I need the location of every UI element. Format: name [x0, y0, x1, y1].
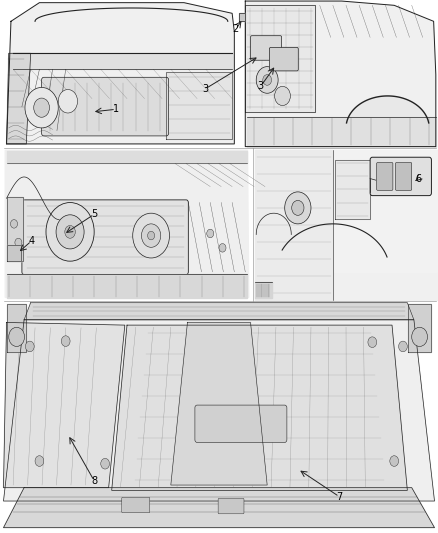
Circle shape	[101, 458, 110, 469]
Polygon shape	[255, 150, 437, 300]
Polygon shape	[5, 150, 249, 297]
Circle shape	[46, 203, 94, 261]
Polygon shape	[4, 150, 251, 300]
Circle shape	[285, 192, 311, 224]
Circle shape	[11, 220, 18, 228]
Circle shape	[256, 67, 278, 93]
Circle shape	[141, 224, 161, 247]
Polygon shape	[7, 274, 247, 298]
Text: 3: 3	[202, 84, 208, 94]
Polygon shape	[247, 117, 436, 147]
Circle shape	[15, 238, 22, 247]
FancyBboxPatch shape	[370, 157, 431, 196]
Polygon shape	[7, 53, 31, 144]
Polygon shape	[7, 304, 26, 352]
Circle shape	[399, 341, 407, 352]
Text: 4: 4	[28, 236, 35, 246]
Polygon shape	[4, 1, 239, 147]
FancyBboxPatch shape	[218, 498, 244, 514]
Polygon shape	[255, 150, 333, 300]
Circle shape	[133, 213, 170, 258]
Polygon shape	[4, 488, 434, 528]
Circle shape	[292, 200, 304, 215]
Circle shape	[58, 90, 78, 113]
Polygon shape	[4, 322, 125, 488]
FancyBboxPatch shape	[251, 36, 282, 60]
Circle shape	[219, 244, 226, 252]
Circle shape	[207, 229, 214, 238]
Polygon shape	[255, 150, 437, 300]
Polygon shape	[245, 5, 315, 112]
Polygon shape	[4, 320, 434, 501]
Circle shape	[61, 336, 70, 346]
Circle shape	[148, 231, 155, 240]
Circle shape	[275, 86, 290, 106]
Circle shape	[34, 98, 49, 117]
Polygon shape	[7, 245, 21, 261]
Text: 5: 5	[91, 209, 97, 219]
Polygon shape	[346, 96, 429, 128]
Circle shape	[56, 215, 84, 249]
Text: 1: 1	[113, 104, 119, 114]
Polygon shape	[112, 325, 407, 490]
Polygon shape	[244, 1, 437, 147]
Polygon shape	[245, 1, 436, 147]
Circle shape	[390, 456, 399, 466]
Text: 3: 3	[258, 82, 264, 91]
Circle shape	[25, 341, 34, 352]
FancyBboxPatch shape	[122, 497, 150, 513]
Polygon shape	[255, 282, 272, 298]
Polygon shape	[7, 151, 247, 163]
Polygon shape	[334, 150, 437, 272]
Polygon shape	[239, 13, 245, 21]
Polygon shape	[408, 304, 431, 352]
Circle shape	[65, 225, 75, 238]
Polygon shape	[335, 160, 370, 219]
Text: 6: 6	[415, 174, 421, 183]
FancyBboxPatch shape	[269, 47, 298, 71]
Circle shape	[9, 327, 25, 346]
Polygon shape	[24, 303, 414, 320]
Text: 2: 2	[233, 25, 239, 34]
Circle shape	[412, 327, 427, 346]
Circle shape	[35, 456, 44, 466]
Circle shape	[368, 337, 377, 348]
Polygon shape	[13, 53, 232, 69]
FancyBboxPatch shape	[396, 163, 412, 190]
FancyBboxPatch shape	[195, 405, 287, 442]
Polygon shape	[4, 303, 436, 530]
Polygon shape	[166, 72, 232, 139]
FancyBboxPatch shape	[42, 77, 169, 136]
Text: 8: 8	[91, 476, 97, 486]
Polygon shape	[7, 197, 23, 261]
Text: 7: 7	[336, 492, 343, 502]
Circle shape	[25, 87, 58, 128]
FancyBboxPatch shape	[377, 163, 393, 190]
Circle shape	[263, 75, 272, 85]
Polygon shape	[171, 322, 267, 485]
FancyBboxPatch shape	[22, 200, 188, 274]
Polygon shape	[7, 3, 234, 144]
